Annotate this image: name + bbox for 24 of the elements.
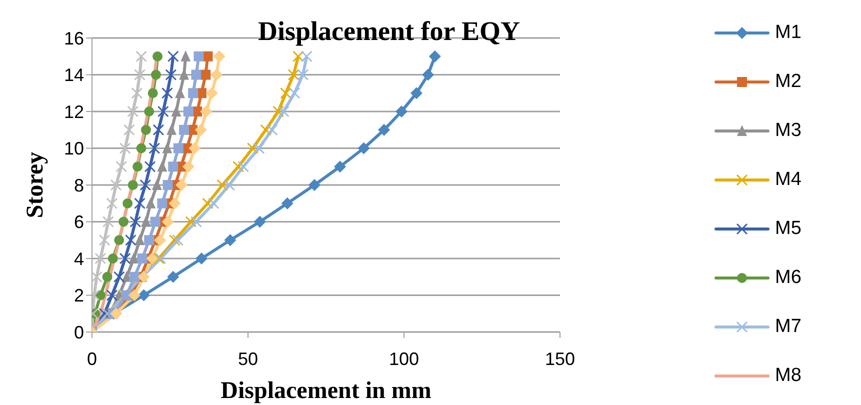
chart-title: Displacement for EQY	[258, 16, 520, 47]
y-tick-label: 2	[74, 286, 84, 306]
y-tick-label: 8	[74, 175, 84, 196]
y-tick-label: 12	[64, 102, 84, 122]
x-tick-label: 100	[388, 348, 420, 369]
y-tick-label: 4	[74, 248, 84, 269]
x-axis-title: Displacement in mm	[220, 378, 432, 404]
y-tick-label: 16	[64, 28, 84, 48]
legend-label: M4	[775, 168, 802, 190]
x-tick-label: 0	[86, 348, 98, 369]
y-tick-label: 0	[74, 322, 84, 342]
legend-label: M8	[775, 364, 802, 386]
legend-label: M2	[775, 70, 802, 92]
x-tick-label: 150	[544, 348, 576, 369]
legend-label: M7	[775, 316, 802, 338]
x-tick-label: 50	[238, 348, 258, 369]
y-tick-label: 6	[74, 212, 84, 232]
legend-label: M1	[775, 22, 802, 44]
legend-label: M6	[775, 266, 802, 288]
legend-label: M5	[775, 218, 802, 240]
legend-label: M3	[775, 120, 802, 142]
y-tick-label: 10	[64, 138, 84, 159]
y-tick-label: 14	[64, 65, 84, 86]
y-axis-title: Storey	[22, 152, 49, 218]
